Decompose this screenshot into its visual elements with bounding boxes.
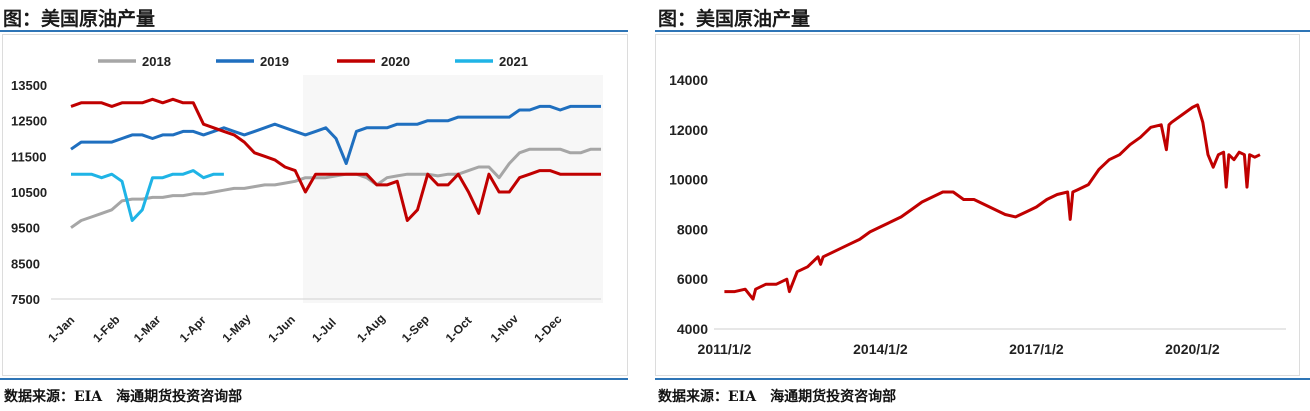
series-line-2020 xyxy=(70,97,601,222)
y-tick-label: 10500 xyxy=(11,185,47,200)
y-tick-label: 4000 xyxy=(677,321,708,337)
right-chart-title: 图：美国原油产量 xyxy=(658,8,811,30)
x-tick-label: 1-Sep xyxy=(399,312,432,345)
y-tick-label: 7500 xyxy=(11,292,40,307)
series-line-production xyxy=(724,103,1261,301)
x-tick-label: 1-Jul xyxy=(309,315,339,345)
left-chart-frame: 13500 12500 11500 10500 9500 8500 7500 1-Jan 1-F… xyxy=(2,34,628,376)
plot-shade xyxy=(303,75,603,303)
y-tick-label: 13500 xyxy=(11,78,47,93)
left-source-note: 数据来源：EIA 海通期货投资咨询部 xyxy=(4,389,243,405)
x-tick-label: 1-May xyxy=(220,311,254,345)
series-line-2019 xyxy=(70,104,601,165)
x-tick-label: 2017/1/2 xyxy=(1009,341,1064,357)
y-tick-label: 12500 xyxy=(11,114,47,129)
legend-label-2020: 2020 xyxy=(381,54,410,69)
series-line-2021 xyxy=(71,169,224,222)
x-tick-label: 1-Nov xyxy=(488,311,522,345)
x-tick-label: 1-Oct xyxy=(443,314,475,346)
x-tick-label: 1-Feb xyxy=(90,313,123,346)
left-chart-title: 图：美国原油产量 xyxy=(3,8,156,30)
y-tick-label: 9500 xyxy=(11,221,40,236)
y-tick-label: 14000 xyxy=(669,72,708,88)
x-tick-label: 2020/1/2 xyxy=(1165,341,1220,357)
right-title-rule xyxy=(655,30,1310,32)
x-tick-label: 2011/1/2 xyxy=(698,341,752,357)
series-line-2018 xyxy=(70,147,601,229)
right-source-note: 数据来源：EIA 海通期货投资咨询部 xyxy=(658,389,897,405)
x-tick-label: 1-Aug xyxy=(354,311,388,345)
left-line-chart: 13500 12500 11500 10500 9500 8500 7500 1-Jan 1-F… xyxy=(11,54,603,346)
right-chart-frame: 14000 12000 10000 8000 6000 4000 2011/1/2 2014/… xyxy=(655,34,1300,376)
legend-label-2021: 2021 xyxy=(499,54,528,69)
y-tick-label: 10000 xyxy=(669,172,708,188)
y-tick-label: 12000 xyxy=(669,122,708,138)
legend-label-2018: 2018 xyxy=(142,54,171,69)
left-bottom-rule xyxy=(0,378,628,380)
legend-label-2019: 2019 xyxy=(260,54,289,69)
y-tick-label: 6000 xyxy=(677,271,708,287)
x-tick-label: 1-Jan xyxy=(45,313,77,345)
y-tick-label: 11500 xyxy=(11,149,46,164)
x-tick-label: 1-Dec xyxy=(531,312,564,345)
right-bottom-rule xyxy=(655,378,1310,380)
x-tick-label: 1-Jun xyxy=(265,313,298,346)
left-title-rule xyxy=(0,30,628,32)
x-tick-label: 1-Apr xyxy=(177,313,209,345)
x-tick-label: 2014/1/2 xyxy=(853,341,908,357)
y-tick-label: 8000 xyxy=(677,221,708,237)
y-tick-label: 8500 xyxy=(11,256,40,271)
right-line-chart: 14000 12000 10000 8000 6000 4000 2011/1/2 2014/… xyxy=(669,72,1286,357)
x-tick-label: 1-Mar xyxy=(131,312,164,345)
